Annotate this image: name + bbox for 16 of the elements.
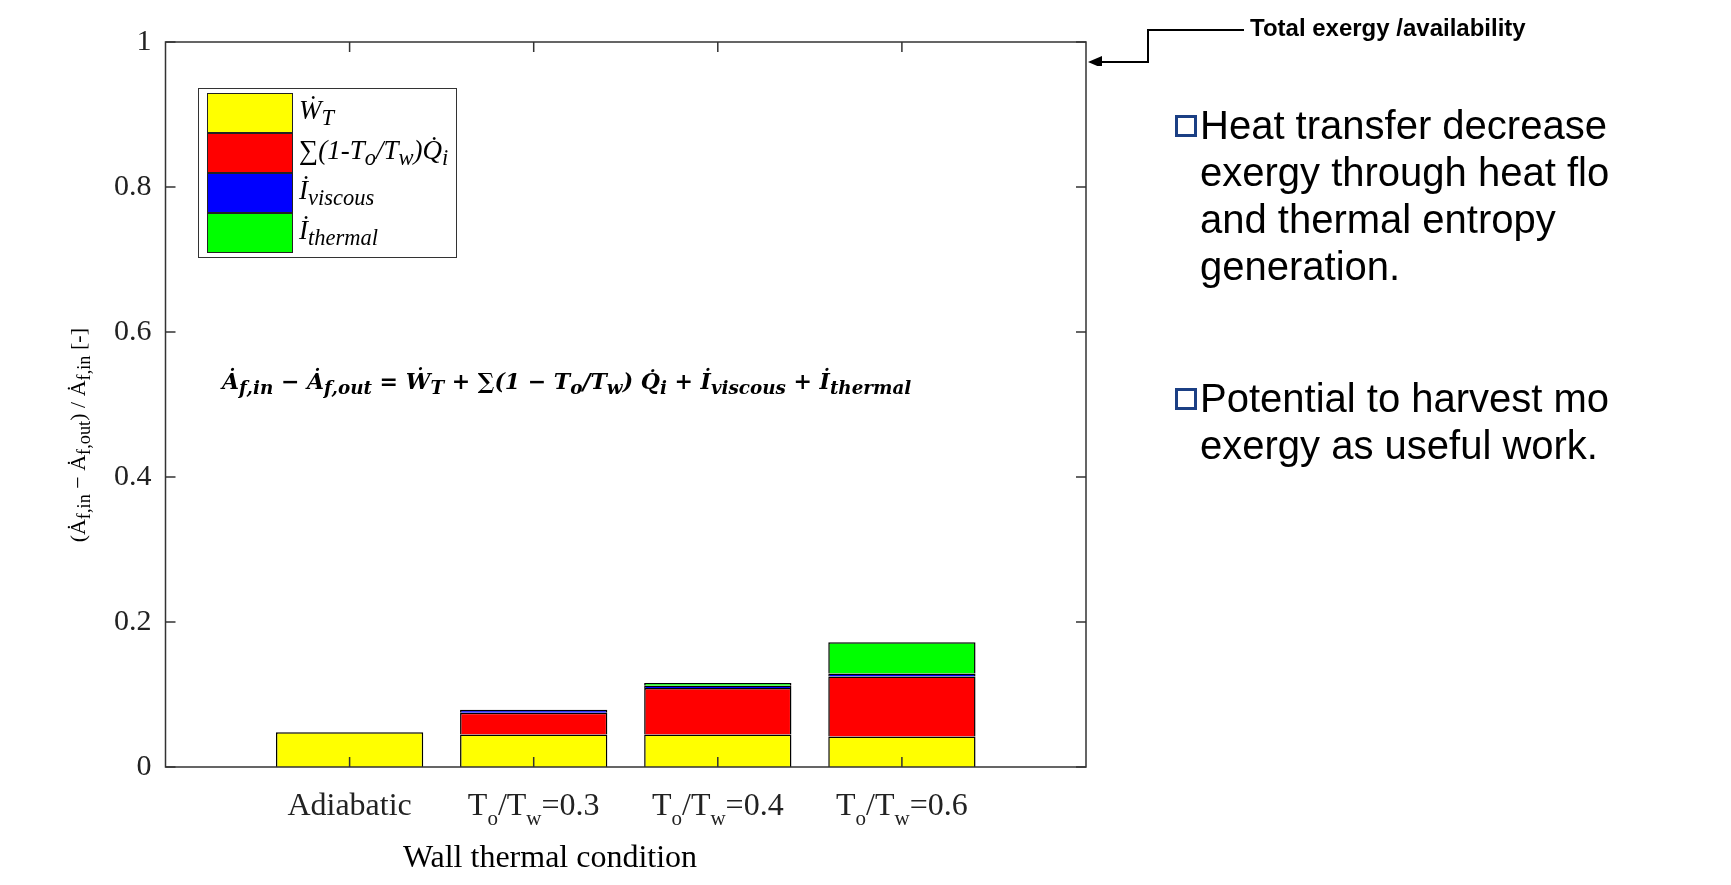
y-tick-label: 0.2 <box>114 602 152 636</box>
text: Heat transfer decrease exergy through heat flo and thermal entropy generation. <box>1200 102 1611 290</box>
y-tick-label: 0.8 <box>114 167 152 201</box>
text: Total exergy /availability <box>1250 14 1526 42</box>
legend-label: İ$_{thermal}$ <box>299 214 378 252</box>
y-tick-label: 0 <box>136 747 152 781</box>
y-tick-label: 1 <box>136 22 152 56</box>
text: Ȧ$_{f,in}$ − Ȧ$_{f,out}$ = Ẇ$_{T}$ + ∑(1 − T$_{o}$/T$_{w}$) Q̇$_{i}$ + İ$_{viscous}$ + İ$_{thermal}$ <box>222 368 912 399</box>
text: Potential to harvest mo exergy as useful work. <box>1200 375 1611 469</box>
y-tick-label: 0.6 <box>114 312 152 346</box>
y-tick-label: 0.4 <box>114 457 152 491</box>
legend-label: İ$_{viscous}$ <box>299 174 375 212</box>
legend-label: ∑(1-T$_{o}$/T$_{w}$)Q̇$_{i}$ <box>299 134 449 172</box>
x-axis-title: Wall thermal condition <box>401 838 699 875</box>
x-tick-label: Adiabatic <box>287 786 412 822</box>
legend-label: Ẇ$_{T}$ <box>299 94 335 132</box>
